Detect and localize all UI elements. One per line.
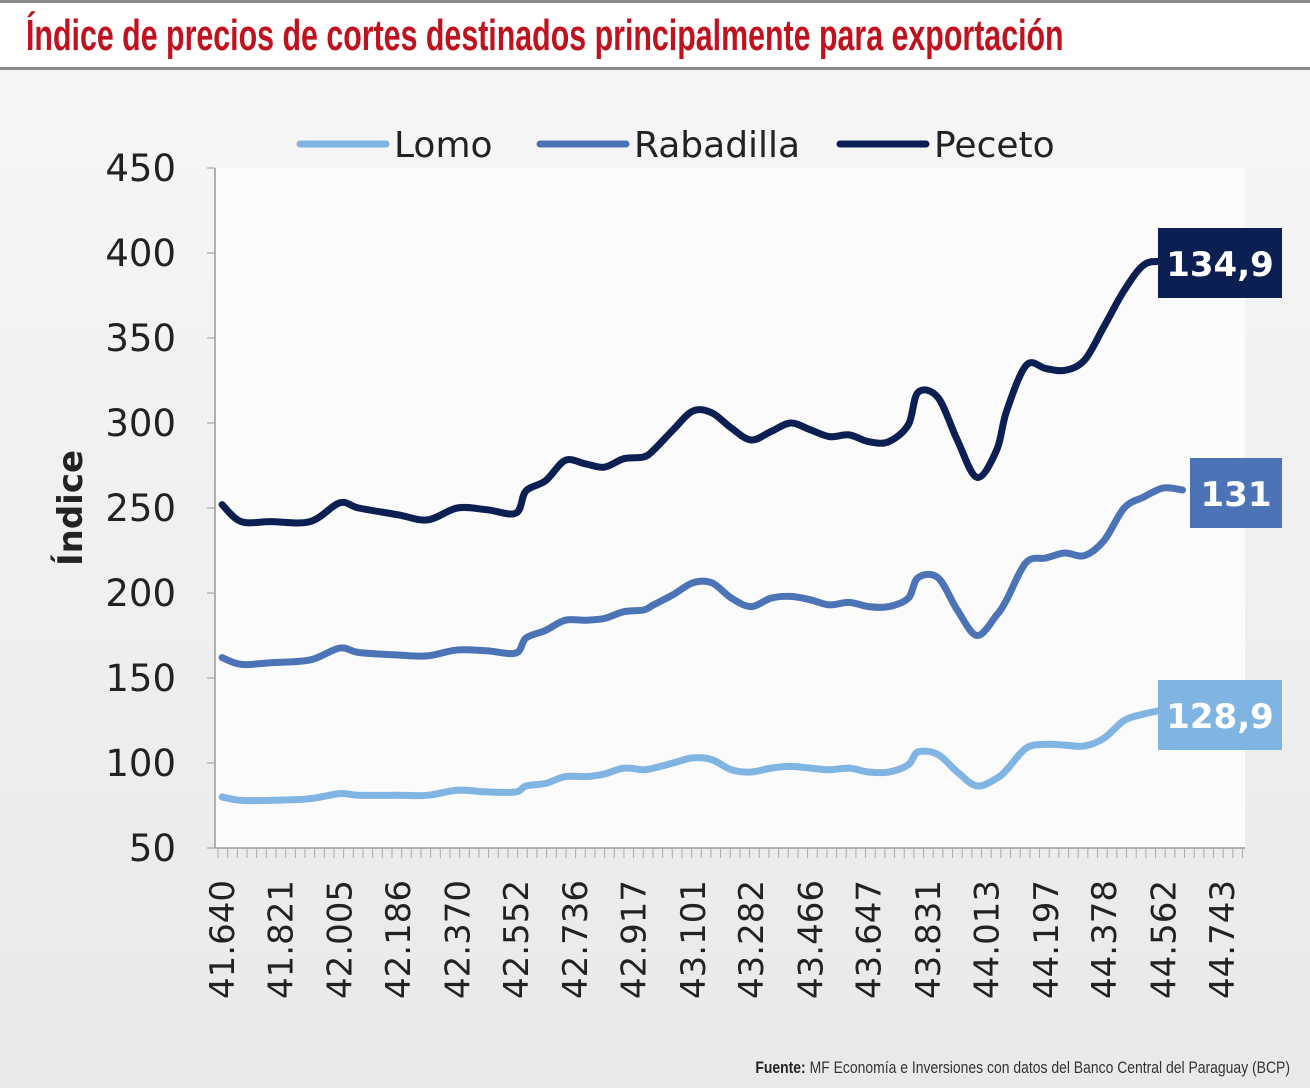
series-lines — [218, 257, 1186, 805]
series-line-rabadilla — [218, 484, 1186, 669]
x-tick-label: 41.640 — [203, 880, 243, 999]
y-tick-label: 50 — [129, 827, 176, 870]
x-axis: 41.640 41.821 42.005 42.186 42.370 42.552 42.7… — [203, 847, 1245, 999]
x-tick-label: 42.370 — [438, 880, 478, 999]
legend-label-lomo: Lomo — [394, 125, 493, 166]
x-tick-label: 43.282 — [732, 880, 772, 999]
legend-label-peceto: Peceto — [934, 125, 1055, 166]
page-title: Índice de precios de cortes destinados p… — [26, 11, 1064, 60]
x-tick-label: 43.101 — [674, 880, 714, 999]
series-line-peceto — [218, 257, 1186, 527]
x-tick-label: 43.647 — [850, 880, 890, 999]
x-tick-label: 42.186 — [379, 880, 419, 999]
x-tick-label: 42.552 — [497, 880, 537, 999]
title-bar: Índice de precios de cortes destinados p… — [0, 0, 1310, 70]
x-tick-label: 41.821 — [261, 880, 301, 999]
data-label-box-lomo — [1158, 680, 1282, 750]
y-axis: 450 400 350 300 250 200 150 100 50 — [105, 147, 216, 870]
x-tick-label: 44.378 — [1085, 880, 1125, 999]
y-tick-label: 350 — [105, 317, 176, 360]
x-tick-label: 42.917 — [615, 880, 655, 999]
x-tick-label: 44.743 — [1203, 880, 1243, 999]
y-tick-label: 400 — [105, 232, 176, 275]
data-label-box-rabadilla — [1190, 458, 1282, 528]
source-note: Fuente: MF Economía e Inversiones con da… — [755, 1058, 1290, 1078]
x-tick-label: 42.005 — [321, 880, 361, 999]
x-tick-label: 44.197 — [1027, 880, 1067, 999]
y-tick-label: 300 — [105, 402, 176, 445]
x-tick-label: 44.013 — [968, 880, 1008, 999]
y-axis-label: Índice — [50, 450, 91, 566]
source-text: MF Economía e Inversiones con datos del … — [809, 1058, 1290, 1077]
data-label-peceto: 134,9 — [1166, 245, 1274, 285]
legend-label-rabadilla: Rabadilla — [634, 125, 800, 166]
x-tick-label: 43.466 — [791, 880, 831, 999]
data-label-rabadilla: 131 — [1201, 475, 1272, 515]
x-tick-label: 42.736 — [556, 880, 596, 999]
source-label: Fuente: — [755, 1058, 806, 1077]
y-tick-label: 200 — [105, 572, 176, 615]
x-tick-label: 43.831 — [909, 880, 949, 999]
plot-area — [215, 168, 1245, 848]
series-line-lomo — [218, 706, 1186, 805]
legend: Lomo Rabadilla Peceto — [296, 125, 1055, 166]
data-label-lomo: 128,9 — [1166, 697, 1274, 737]
y-tick-label: 100 — [105, 742, 176, 785]
y-tick-label: 250 — [105, 487, 176, 530]
x-tick-label: 44.562 — [1144, 880, 1184, 999]
y-tick-label: 150 — [105, 657, 176, 700]
y-tick-label: 450 — [105, 147, 176, 190]
end-labels: 128,9 131 134,9 — [1158, 228, 1282, 750]
data-label-box-peceto — [1158, 228, 1282, 298]
